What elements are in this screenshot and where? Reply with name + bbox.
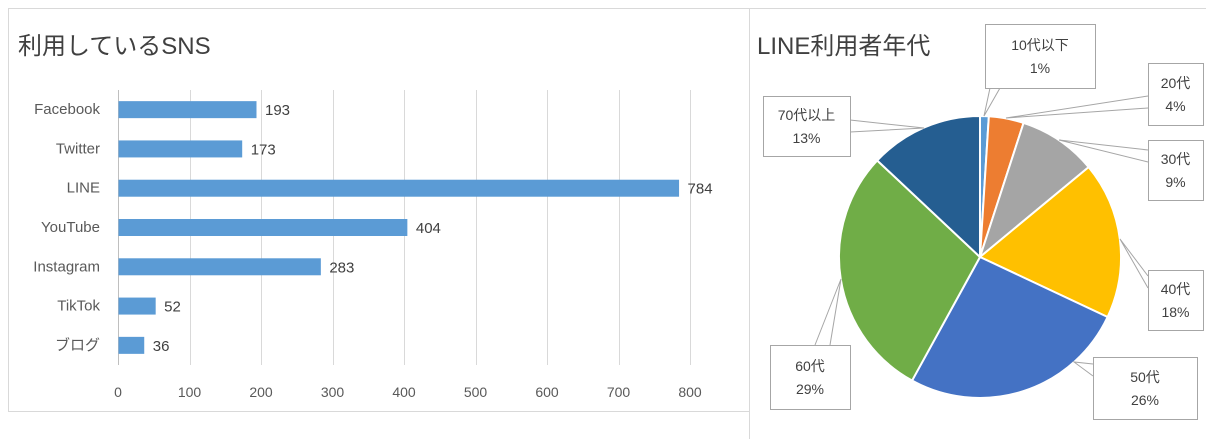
bar-value-label: 784 [688,181,713,198]
callout-box [1148,63,1204,126]
callout-percent-label: 26% [1131,392,1159,408]
category-label: LINE [67,180,100,197]
category-label: TikTok [57,298,100,315]
callout-category-label: 50代 [1130,369,1160,385]
callout-percent-label: 29% [796,381,824,397]
callout-box [1093,357,1198,420]
x-tick-label: 0 [114,384,122,400]
callout-leader-line [983,87,1001,117]
callout-box [985,24,1096,89]
callout-leader-line [1072,361,1094,377]
pie-slices [838,115,1122,399]
bar-value-label: 36 [153,338,170,355]
callout-category-label: 40代 [1161,281,1191,297]
callout-category-label: 30代 [1161,151,1191,167]
bar [118,336,145,354]
bar [118,140,243,158]
callout-percent-label: 1% [1030,60,1050,76]
bar [118,219,408,236]
callout-box [763,96,851,157]
bar-value-label: 193 [265,102,290,119]
bar [118,258,321,276]
pie-callout: 70代以上 13% [763,96,925,157]
callout-leader-line [814,278,842,346]
callout-percent-label: 4% [1165,98,1185,114]
pie-callout: 10代以下 1% [983,24,1096,117]
callout-category-label: 10代以下 [1011,37,1069,53]
callout-leader-line [849,119,925,133]
sns-chart-title: 利用しているSNS [18,33,211,60]
bar-value-label: 283 [329,259,354,276]
sns-usage-chart[interactable]: 利用しているSNS Facebook Twitter LINE YouTube Inst… [8,8,750,412]
value-axis-labels: 0 100 200 300 400 500 600 700 800 [114,384,702,400]
callout-leader-line [1058,139,1149,163]
category-label: Twitter [56,140,100,157]
category-axis-labels: Facebook Twitter LINE YouTube Instagram TikTo… [33,101,100,354]
bar [118,101,257,119]
callout-category-label: 20代 [1161,75,1191,91]
pie-data-callouts: 10代以下1%20代4%30代9%40代18%50代26%60代29%70代以上… [763,24,1204,420]
x-tick-label: 200 [249,384,273,400]
category-label: Facebook [34,101,100,118]
x-tick-label: 400 [392,384,416,400]
bar-value-label: 404 [416,220,441,237]
bar-value-label: 52 [164,299,181,316]
category-label: YouTube [41,219,100,236]
category-label: Instagram [33,258,100,275]
x-tick-label: 800 [678,384,702,400]
x-tick-label: 600 [535,384,559,400]
callout-box [1148,270,1204,331]
bar-value-label: 173 [251,141,276,158]
line-age-pie-chart[interactable]: LINE利用者年代 10代以下1%20代4%30代9%40代18%50代26%6… [749,8,1206,439]
bar [118,297,156,315]
callout-category-label: 70代以上 [778,107,836,123]
callout-leader-line [1119,238,1149,289]
bar-data-labels: 193 173 784 404 283 52 36 [153,102,713,355]
bar-series [118,101,680,354]
x-tick-label: 700 [607,384,631,400]
x-tick-label: 300 [321,384,345,400]
x-tick-label: 500 [464,384,488,400]
category-label: ブログ [55,336,100,354]
bar [118,179,680,197]
callout-percent-label: 13% [792,130,820,146]
callout-box [1148,140,1204,201]
x-tick-label: 100 [178,384,202,400]
callout-percent-label: 9% [1165,174,1185,190]
pie-chart-title: LINE利用者年代 [757,33,930,60]
callout-leader-line [1005,95,1149,119]
callout-percent-label: 18% [1161,304,1189,320]
callout-category-label: 60代 [795,358,825,374]
callout-box [770,345,851,410]
